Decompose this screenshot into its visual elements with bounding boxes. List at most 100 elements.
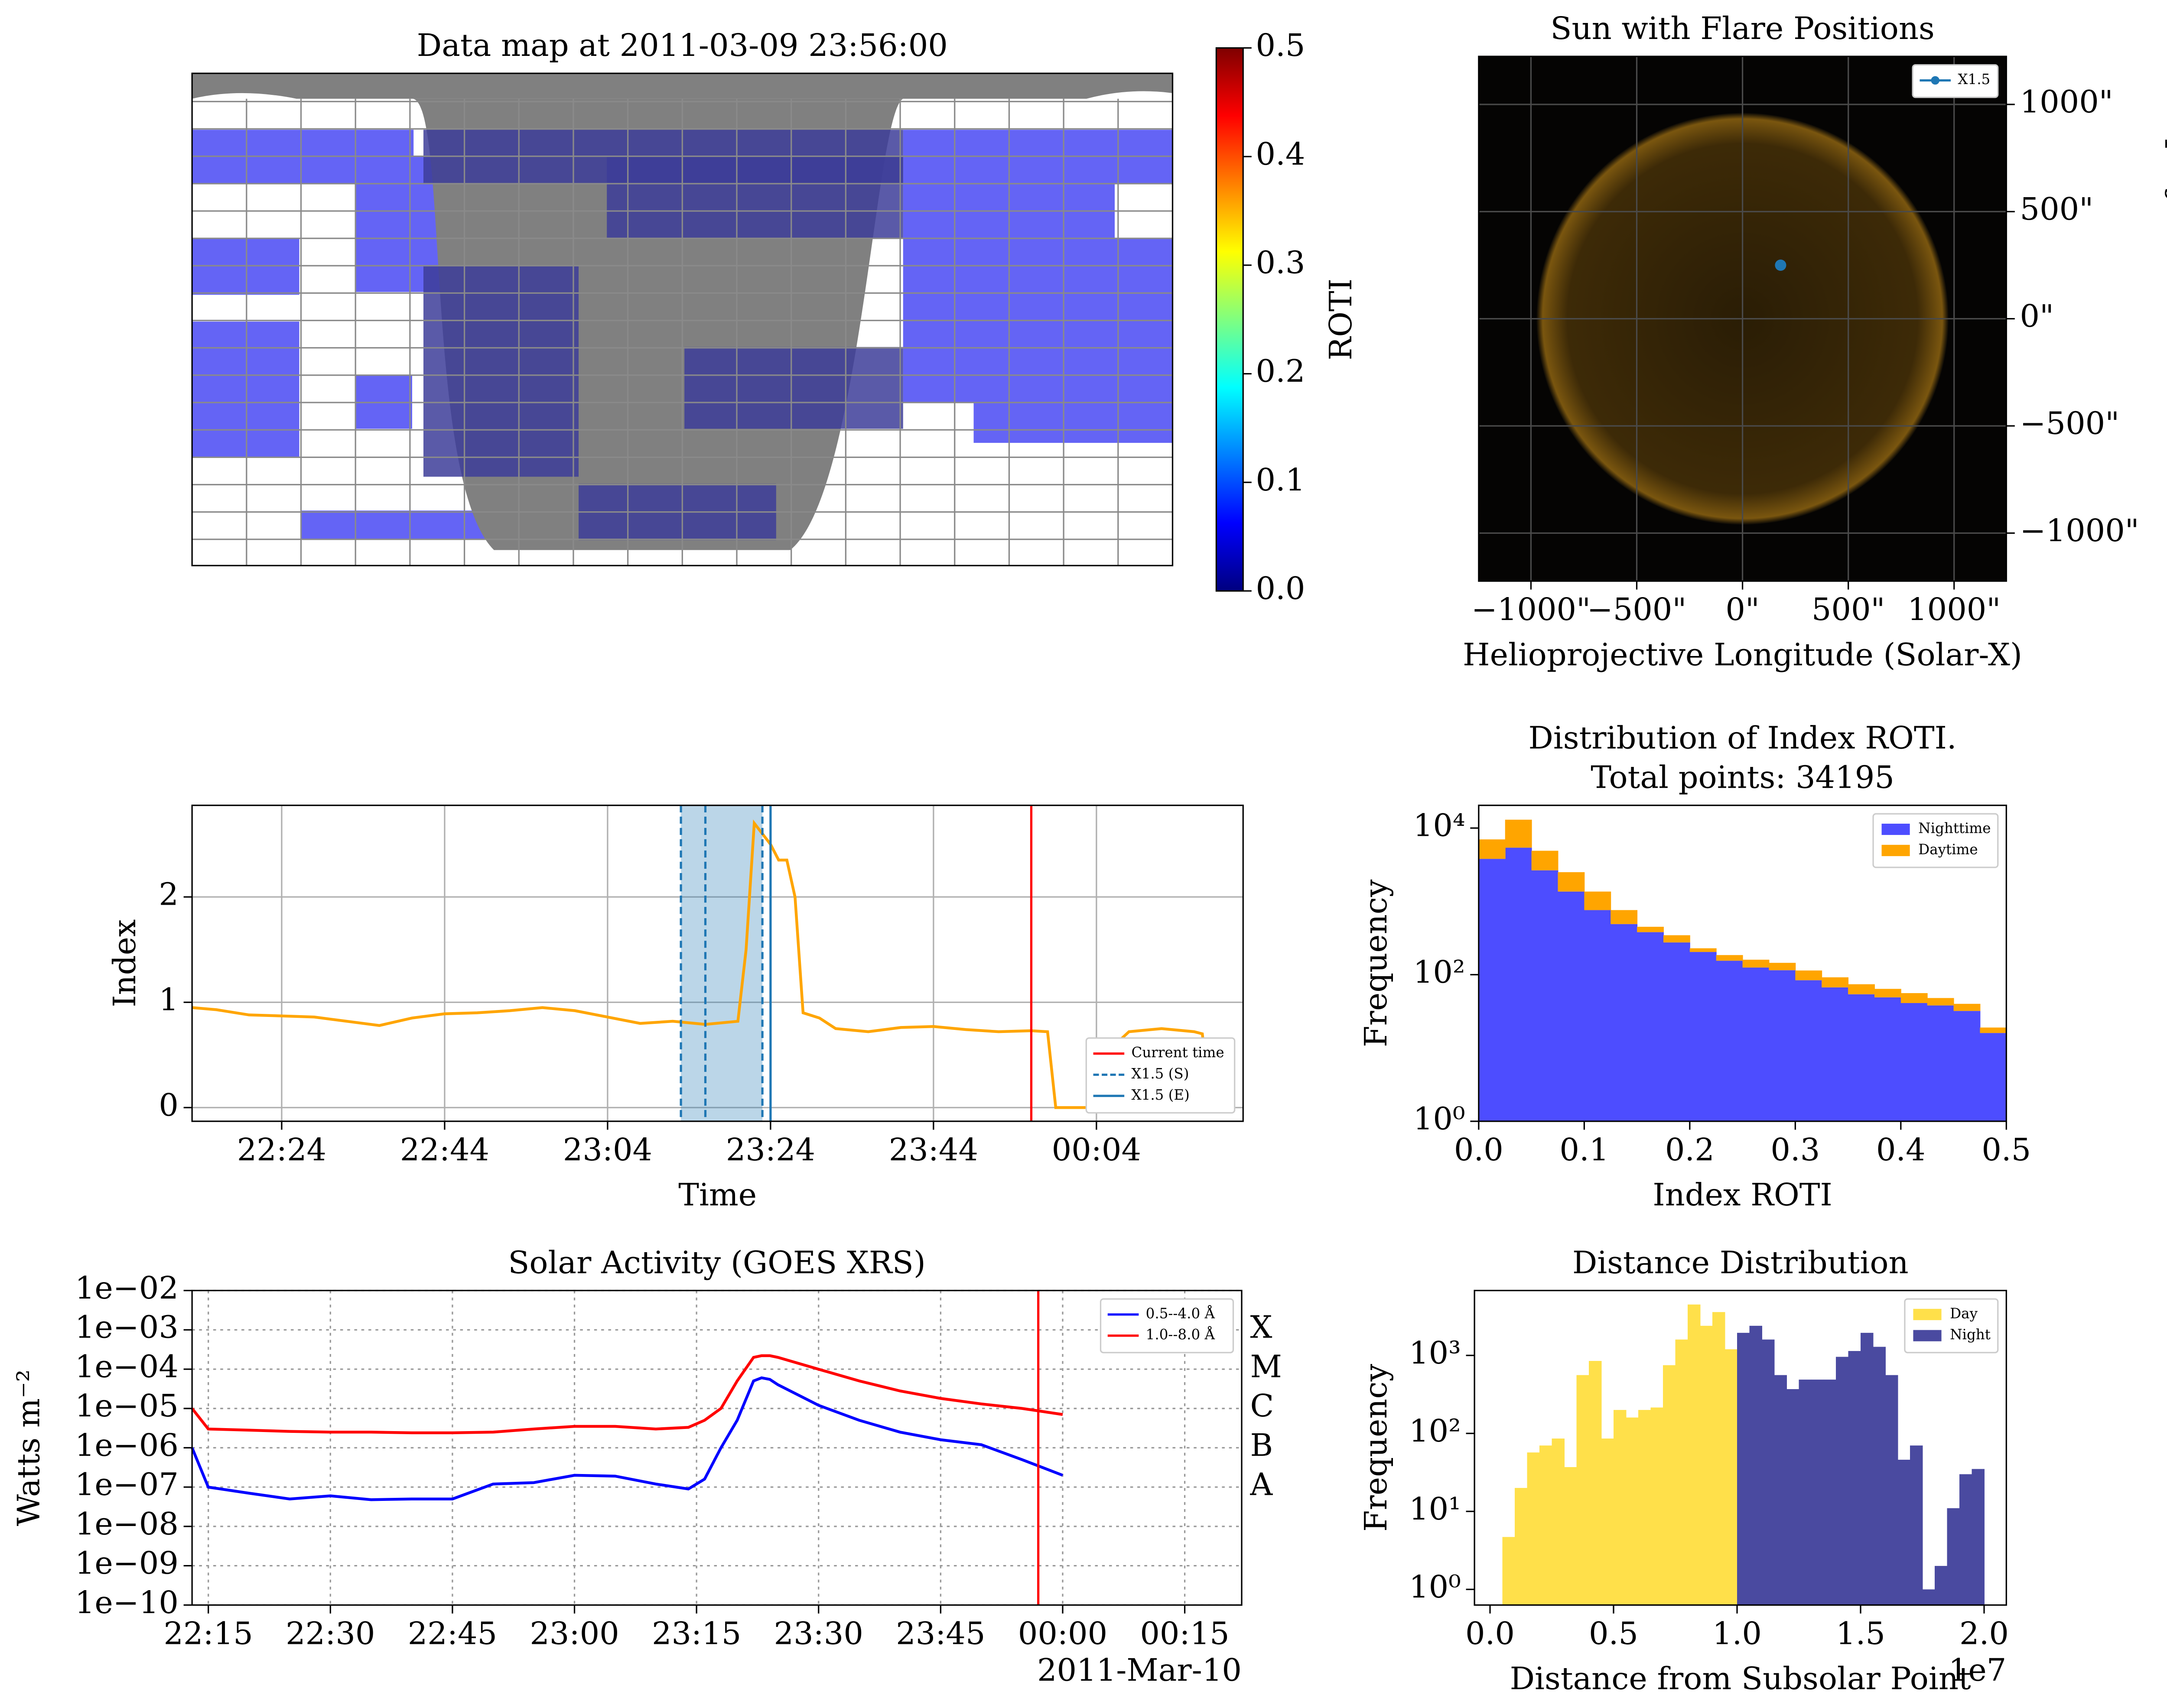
data-line [191,1376,1064,1501]
histogram-bar [1478,839,1506,859]
histogram-bar [1663,1365,1676,1605]
chart-title: Solar Activity (GOES XRS) [508,1244,925,1280]
colorbar-tick-label: 0.4 [1256,136,1305,172]
x-axis-label: Index ROTI [1653,1177,1832,1213]
colorbar-tick-label: 0.5 [1256,27,1305,63]
colorbar [1215,47,1244,592]
histogram-bar [1795,980,1822,1121]
x-tick-label: 00:15 [1140,1615,1229,1651]
x-tick-label: 23:44 [889,1132,978,1168]
legend-label: X1.5 [1958,71,1990,88]
histogram-bar [1737,1333,1750,1605]
x-tick-label: 22:15 [164,1615,253,1651]
x-tick-label: 23:30 [774,1615,863,1651]
x-tick-label: 00:04 [1052,1132,1141,1168]
legend-label: 1.0--8.0 Å [1146,1326,1215,1343]
chart-title: Distribution of Index ROTI. [1528,720,1956,756]
x-tick-label: 0.0 [1465,1615,1515,1651]
histogram-bar [1769,963,1796,971]
histogram-bar [1558,872,1585,892]
x-tick-label: 1000" [1907,591,2001,627]
x-tick-label: 0.5 [1589,1615,1638,1651]
histogram-bar [1934,1566,1948,1605]
x-tick-label: 0" [1725,591,1760,627]
flare-class-label: C [1250,1388,1274,1424]
x-tick-label: 23:00 [530,1615,619,1651]
legend-label: Current time [1131,1044,1224,1061]
axes-frame [1474,1289,2007,1606]
histogram-bar [1637,926,1664,932]
y-tick-label: 1e−08 [75,1506,179,1542]
y-axis-label: Index [107,919,143,1007]
histogram-bar [1478,859,1506,1121]
colorbar-tick-label: 0.2 [1256,353,1305,389]
legend-swatch [1881,844,1910,856]
histogram-bar [1848,984,1875,994]
legend-label: Nighttime [1918,820,1991,837]
histogram-bar [1650,1407,1663,1605]
x-tick-label: −1000" [1471,591,1591,627]
histogram-bar [1927,998,1954,1006]
histogram-bar [1584,910,1611,1121]
y-axis-label: Watts m⁻² [11,1370,47,1526]
x-tick-label: −500" [1587,591,1687,627]
legend-label: Night [1950,1326,1991,1343]
y-tick-label: 10² [1413,954,1465,990]
histogram-bar [1959,1474,1972,1605]
y-tick-label: 10⁴ [1413,808,1465,844]
histogram-bar [1601,1438,1614,1605]
histogram-bar [1769,970,1796,1121]
x-tick-label: 22:30 [286,1615,375,1651]
histogram-bar [1584,891,1611,910]
histogram-bar [1885,1375,1898,1605]
chart-title: Data map at 2011-03-09 23:56:00 [417,27,948,63]
histogram-bar [1502,1537,1515,1605]
histogram-bar [1531,870,1559,1121]
legend-label: 0.5--4.0 Å [1146,1305,1215,1322]
legend-box [1912,64,1999,98]
histogram-bar [1689,952,1717,1121]
y-axis-label: Frequency [1358,879,1394,1047]
y-tick-label: 10² [1409,1413,1461,1449]
legend-swatch [1913,1309,1942,1320]
x-axis-label: Distance from Subsolar Point [1510,1661,1971,1697]
x-tick-label: 23:04 [563,1132,652,1168]
histogram-bar [1822,977,1849,987]
colorbar-tick-label: 0.0 [1256,570,1305,606]
legend-marker [1931,76,1939,85]
legend-label: X1.5 (E) [1131,1087,1189,1103]
histogram-bar [1799,1380,1812,1605]
histogram-bar [1900,993,1928,1003]
histogram-bar [1716,961,1743,1121]
flare-class-label: B [1250,1427,1273,1463]
histogram-bar [1552,1438,1565,1605]
histogram-bar [1611,924,1638,1121]
axes-frame [191,805,1244,1122]
data-line [191,1354,1063,1435]
x-tick-label: 2.0 [1959,1615,2009,1651]
legend-swatch [1881,824,1910,835]
histogram-bar [1505,848,1532,1121]
histogram-bar [1927,1005,1954,1121]
histogram-bar [1700,1325,1713,1605]
x-tick-label: 1.5 [1836,1615,1885,1651]
x-tick-label: 22:45 [408,1615,497,1651]
histogram-bar [1848,994,1875,1121]
histogram-bar [1716,955,1743,961]
y-tick-label: 10¹ [1409,1491,1461,1527]
axes-frame [1478,805,2007,1122]
histogram-bar [1689,948,1717,952]
x-tick-label: 0.3 [1770,1132,1820,1168]
x-tick-label: 23:15 [652,1615,741,1651]
plot-area [192,805,1243,1121]
flare-class-label: M [1250,1348,1282,1384]
histogram-bar [1972,1469,1985,1605]
colorbar-label: ROTI [1323,279,1359,360]
histogram-bar [1786,1389,1799,1605]
histogram-bar [1795,970,1822,981]
scatter-point [1775,259,1786,271]
y-tick-label: 1e−06 [75,1427,179,1463]
histogram-bar [1835,1357,1849,1605]
legend-box [1100,1298,1234,1354]
